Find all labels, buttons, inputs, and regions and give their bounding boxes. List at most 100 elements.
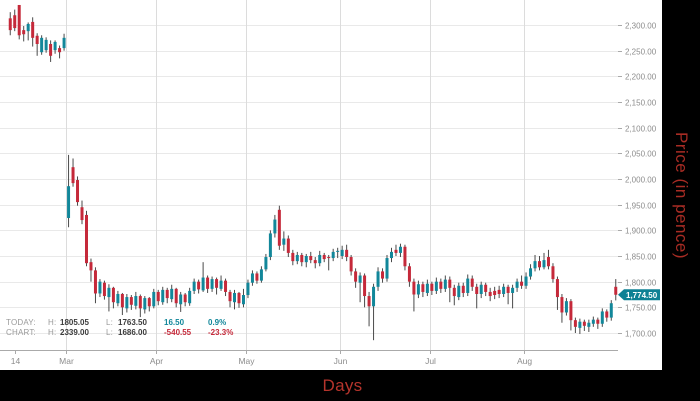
candle <box>578 318 582 335</box>
x-tick-label: Jul <box>425 356 436 366</box>
candle <box>327 254 331 271</box>
candle <box>367 291 371 327</box>
candle <box>188 287 192 306</box>
candle <box>228 289 232 308</box>
candle <box>502 283 506 298</box>
axes: 2,300.00 2,250.00 2,200.00 2,150.00 2,100.00… <box>0 22 657 366</box>
candle <box>309 251 313 264</box>
candle <box>614 279 618 301</box>
candle <box>542 252 546 270</box>
legend-low-prefix: L: <box>106 318 114 327</box>
y-tick-label: 1,800.00 <box>625 279 657 288</box>
y-tick-label: 1,750.00 <box>625 304 657 313</box>
legend-chart-label: CHART: <box>6 328 36 337</box>
candle <box>488 287 492 302</box>
candle <box>107 284 111 312</box>
candle <box>286 235 290 258</box>
candle <box>80 200 84 225</box>
candle <box>555 276 559 310</box>
candle <box>206 275 210 293</box>
candle <box>322 252 326 263</box>
candle <box>102 280 106 300</box>
current-price-label: 1,774.50 <box>626 291 658 300</box>
candle <box>551 263 555 283</box>
candle <box>273 214 277 238</box>
candle <box>304 253 308 268</box>
candle <box>416 280 420 299</box>
candle <box>511 284 515 309</box>
candle <box>564 298 568 316</box>
candle <box>591 316 595 327</box>
candle <box>609 300 613 321</box>
legend-low-prefix: L: <box>106 328 114 337</box>
legend-today-change: 16.50 <box>164 318 185 327</box>
candle <box>466 274 470 297</box>
candle <box>210 276 214 292</box>
candle <box>259 266 263 283</box>
candles <box>8 4 618 341</box>
candle <box>596 317 600 329</box>
legend-today-high: 1805.05 <box>60 318 89 327</box>
candle <box>233 289 237 310</box>
bottom-frame-panel: Days <box>0 370 700 401</box>
candle <box>403 244 407 271</box>
candle <box>219 275 223 291</box>
candle <box>389 247 393 263</box>
candle <box>111 286 115 309</box>
candle <box>62 33 66 51</box>
y-tick-label: 2,300.00 <box>625 22 657 31</box>
candle <box>165 287 169 304</box>
candle <box>300 252 304 267</box>
candle <box>134 291 138 310</box>
candle <box>192 278 196 294</box>
candle <box>152 288 156 309</box>
candle <box>143 296 147 314</box>
candle <box>394 244 398 256</box>
candle <box>313 257 317 269</box>
legend-row-today: TODAY: H: 1805.05 L: 1763.50 16.50 0.9% <box>6 318 246 328</box>
legend-chart-change-pct: -23.3% <box>208 328 234 337</box>
candle <box>125 293 129 313</box>
candle <box>452 284 456 306</box>
candle <box>40 35 44 55</box>
candle <box>479 281 483 299</box>
current-price-tag: 1,774.50 <box>618 289 660 301</box>
candle <box>318 250 322 267</box>
y-tick-label: 2,000.00 <box>625 176 657 185</box>
candle <box>354 268 358 288</box>
candle <box>22 26 26 42</box>
candle <box>484 282 488 297</box>
candle <box>268 230 272 261</box>
candle <box>434 277 438 294</box>
candle <box>174 287 178 308</box>
candle <box>282 231 286 251</box>
candle <box>8 12 12 36</box>
candle <box>358 272 362 303</box>
candlestick-chart: 2,300.00 2,250.00 2,200.00 2,150.00 2,100.00… <box>0 0 660 366</box>
gridlines <box>0 0 618 350</box>
legend-high-prefix: H: <box>48 318 57 327</box>
x-tick-label: Apr <box>150 356 163 366</box>
candle <box>255 271 259 284</box>
candle <box>421 281 425 298</box>
candle <box>224 278 228 297</box>
y-tick-label: 1,850.00 <box>625 253 657 262</box>
candle <box>497 285 501 299</box>
candle <box>138 294 142 318</box>
candle <box>58 45 62 59</box>
candle <box>147 297 151 312</box>
legend-high-prefix: H: <box>48 328 57 337</box>
candle <box>381 268 385 283</box>
chart-legend: TODAY: H: 1805.05 L: 1763.50 16.50 0.9% … <box>6 318 246 338</box>
candle <box>197 279 201 294</box>
candle <box>385 254 389 282</box>
legend-chart-high: 2339.00 <box>60 328 89 337</box>
candle <box>587 319 591 332</box>
candle <box>84 210 88 267</box>
candle <box>457 282 461 301</box>
y-tick-label: 2,150.00 <box>625 99 657 108</box>
candle <box>183 292 187 307</box>
legend-today-label: TODAY: <box>6 318 36 327</box>
candle <box>264 253 268 272</box>
